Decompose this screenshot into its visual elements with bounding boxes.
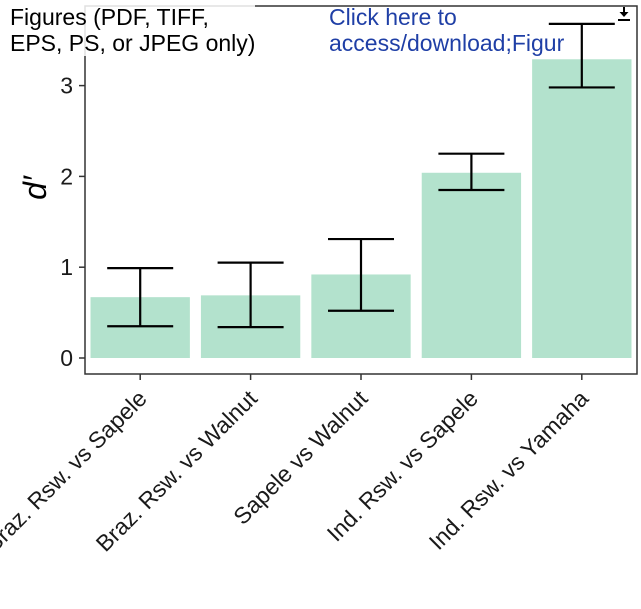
- download-link-line2[interactable]: access/download;Figur: [329, 30, 565, 56]
- figure-type-note: Figures (PDF, TIFF, EPS, PS, or JPEG only…: [10, 4, 256, 56]
- y-tick-label: 2: [60, 163, 73, 189]
- y-tick-label: 3: [60, 73, 73, 99]
- y-tick-label: 0: [60, 345, 73, 371]
- y-axis-label: d′: [17, 175, 53, 200]
- bar: [421, 172, 522, 358]
- figure-type-note-line2: EPS, PS, or JPEG only): [10, 30, 256, 56]
- plot-panel-border: [84, 5, 638, 375]
- bar: [532, 59, 632, 358]
- download-icon[interactable]: [617, 6, 631, 22]
- y-tick-label: 1: [60, 254, 73, 280]
- figure-type-note-line1: Figures (PDF, TIFF,: [10, 4, 209, 30]
- download-link-line1[interactable]: Click here to: [329, 4, 457, 30]
- download-link[interactable]: Click here to access/download;Figur: [329, 4, 564, 56]
